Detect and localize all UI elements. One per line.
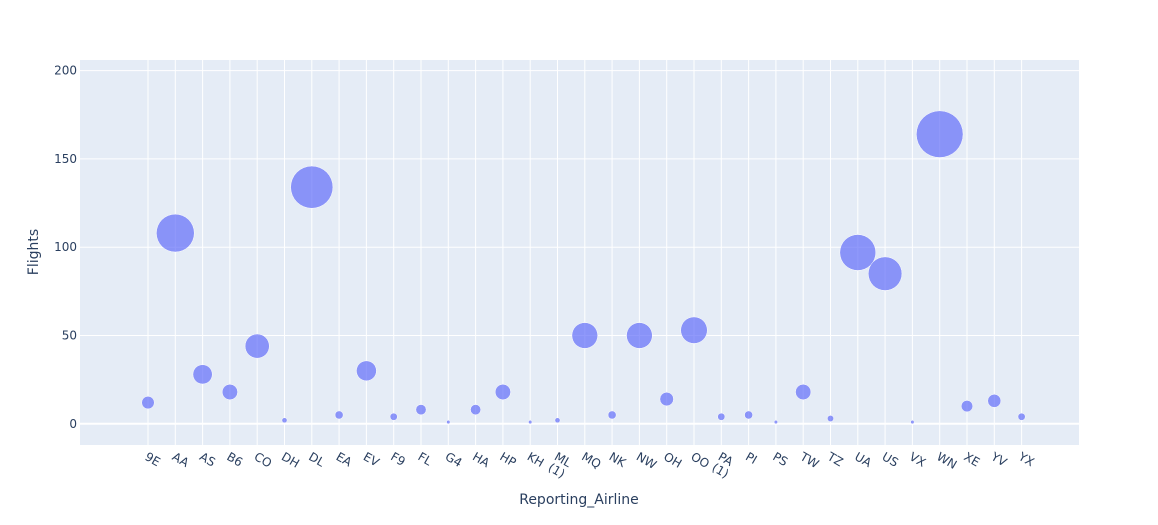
bubble-dh[interactable] xyxy=(281,417,288,424)
y-axis-title: Flights xyxy=(26,229,42,275)
bubble-dl[interactable] xyxy=(290,165,334,209)
bubble-co[interactable] xyxy=(244,333,270,359)
bubble-tz[interactable] xyxy=(827,415,834,422)
bubble-g4[interactable] xyxy=(446,419,451,425)
gridlines xyxy=(80,60,1079,445)
bubble-ev[interactable] xyxy=(356,360,377,382)
x-axis-ticks: 9E AA AS B6 CO DH DL EA EV F9 FL G4 HA HP KH ML(1) MQ NK N… xyxy=(143,449,1037,481)
x-tick-label: B6 xyxy=(224,449,245,469)
bubble-mq[interactable] xyxy=(571,322,598,349)
x-tick-label: OH xyxy=(661,449,684,470)
bubble-us[interactable] xyxy=(868,256,903,291)
x-tick-label: ML(1) xyxy=(546,449,574,481)
bubble-hp[interactable] xyxy=(494,384,511,401)
bubble-f9[interactable] xyxy=(389,412,398,421)
bubbles xyxy=(141,110,1026,425)
x-tick-label: G4 xyxy=(443,449,465,470)
bubble-yx[interactable] xyxy=(1017,412,1026,421)
x-tick-label: MQ xyxy=(579,449,603,471)
x-tick-label: DL xyxy=(306,449,327,469)
x-tick-label: HA xyxy=(470,449,493,470)
x-tick-label: KH xyxy=(525,449,547,470)
bubble-yv[interactable] xyxy=(987,394,1002,408)
bubble-ea[interactable] xyxy=(334,410,344,420)
y-tick-label: 200 xyxy=(54,64,77,78)
x-tick-label: EA xyxy=(334,449,355,469)
y-tick-label: 50 xyxy=(62,329,77,343)
x-tick-label: OO xyxy=(689,449,712,471)
x-tick-label: US xyxy=(880,449,901,469)
x-axis-title: Reporting_Airline xyxy=(519,492,639,508)
x-tick-label: PA(1) xyxy=(710,449,738,481)
bubble-wn[interactable] xyxy=(916,110,964,158)
bubble-ua[interactable] xyxy=(839,234,877,271)
x-tick-label: CO xyxy=(252,449,274,470)
bubble-aa[interactable] xyxy=(156,213,195,253)
bubble-pi[interactable] xyxy=(744,410,753,420)
x-tick-label: NK xyxy=(607,449,630,470)
x-tick-label: NW xyxy=(634,449,659,472)
x-tick-label: PS xyxy=(770,449,790,469)
x-tick-label: TW xyxy=(797,449,822,471)
x-tick-label: WN xyxy=(934,449,959,472)
bubble-ps[interactable] xyxy=(773,419,778,425)
x-tick-label: DH xyxy=(279,449,302,470)
x-tick-label: HP xyxy=(497,449,518,469)
bubble-fl[interactable] xyxy=(415,404,427,416)
x-tick-label: PI xyxy=(743,449,759,467)
bubble-pa-1[interactable] xyxy=(717,412,726,421)
y-tick-label: 150 xyxy=(54,152,77,166)
bubble-ha[interactable] xyxy=(470,404,482,416)
x-tick-label: F9 xyxy=(388,449,408,468)
bubble-kh[interactable] xyxy=(528,419,533,425)
bubble-9e[interactable] xyxy=(141,396,155,410)
x-tick-label: EV xyxy=(361,449,382,469)
x-tick-label: TZ xyxy=(824,449,845,469)
x-tick-label: AS xyxy=(197,449,218,469)
x-tick-label: UA xyxy=(852,449,874,470)
bubble-nw[interactable] xyxy=(626,322,653,349)
bubble-tw[interactable] xyxy=(795,384,812,401)
bubble-ml-1[interactable] xyxy=(554,417,561,424)
bubble-xe[interactable] xyxy=(960,400,974,413)
bubble-as[interactable] xyxy=(192,364,213,385)
x-tick-label: XE xyxy=(962,449,983,469)
bubble-b6[interactable] xyxy=(221,384,238,401)
x-tick-label: YX xyxy=(1015,449,1036,469)
y-tick-label: 0 xyxy=(69,417,77,431)
bubble-vx[interactable] xyxy=(910,419,915,425)
y-axis-ticks: 0 50 100 150 200 xyxy=(54,64,77,431)
x-tick-label: FL xyxy=(416,449,435,468)
x-tick-label: VX xyxy=(907,449,928,469)
bubble-oh[interactable] xyxy=(659,392,674,407)
x-tick-label: YV xyxy=(988,449,1010,470)
bubble-nk[interactable] xyxy=(607,410,617,420)
x-tick-label: AA xyxy=(170,449,192,470)
bubble-oo[interactable] xyxy=(680,316,708,344)
y-tick-label: 100 xyxy=(54,240,77,254)
x-tick-label: 9E xyxy=(143,449,163,469)
